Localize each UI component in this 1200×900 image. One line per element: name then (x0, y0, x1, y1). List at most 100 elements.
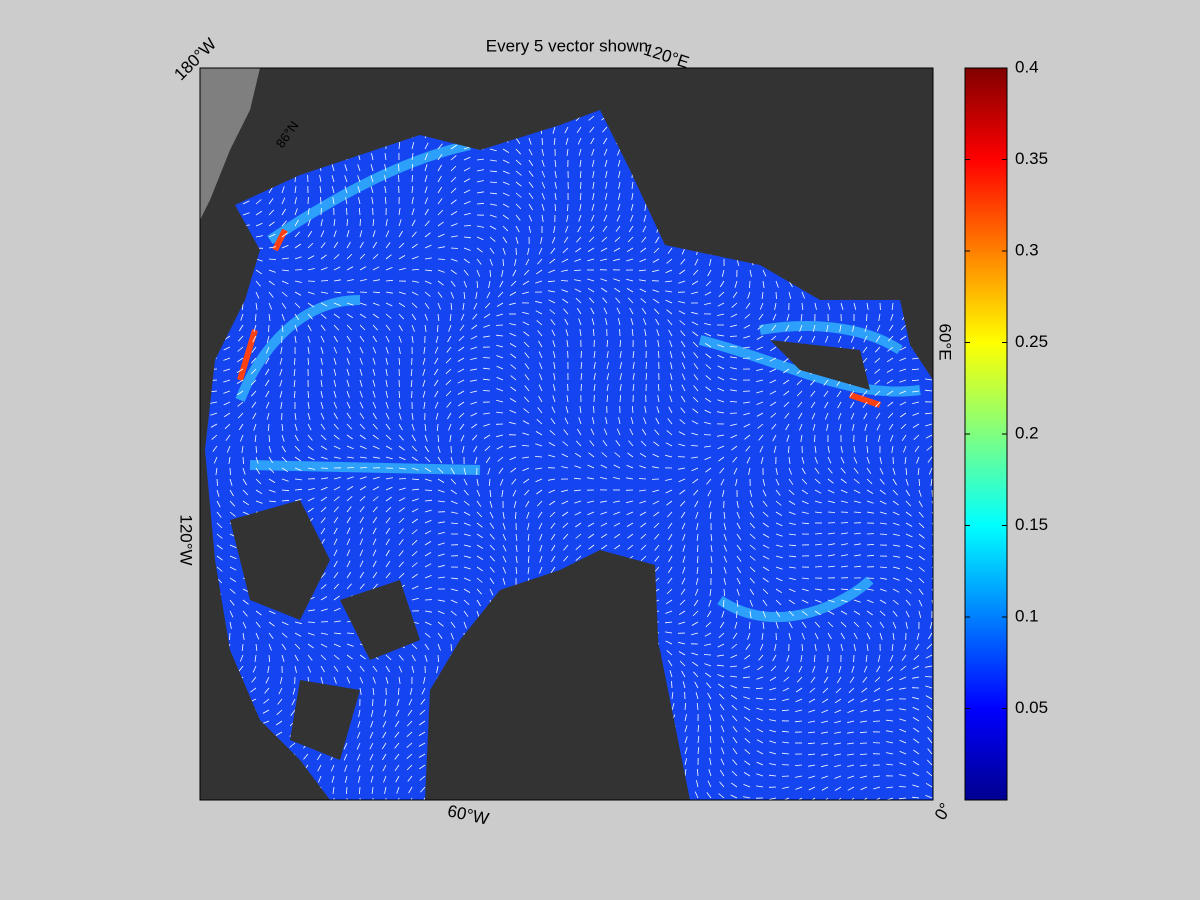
vector (691, 321, 699, 326)
vector (736, 588, 740, 596)
vector (578, 148, 582, 156)
vector (723, 544, 728, 552)
vector (696, 780, 699, 788)
vector (669, 384, 673, 392)
vector (307, 313, 313, 320)
vector (424, 291, 431, 297)
vector (398, 291, 406, 295)
vector (743, 706, 751, 711)
vector (717, 683, 725, 689)
vector (670, 362, 673, 370)
vector (550, 319, 556, 326)
vector (553, 362, 556, 370)
vector (575, 440, 582, 447)
vector (437, 445, 441, 453)
vector (281, 186, 285, 194)
vector (240, 313, 244, 321)
vector (825, 335, 829, 343)
vector (450, 478, 457, 485)
vector (745, 445, 751, 452)
vector (346, 412, 352, 420)
vector (384, 175, 387, 183)
vector (912, 760, 920, 766)
vector (927, 748, 933, 755)
vector (566, 214, 569, 222)
vector (840, 554, 848, 557)
vector (294, 280, 302, 283)
vector (333, 560, 338, 568)
vector (616, 214, 621, 222)
vector (346, 324, 353, 331)
vector (669, 395, 673, 403)
vector (474, 456, 478, 464)
vector (437, 198, 443, 205)
vector (680, 395, 686, 403)
vector (554, 192, 557, 200)
vector (346, 279, 354, 282)
vector (489, 159, 497, 162)
vector (771, 324, 777, 331)
vector (775, 522, 783, 527)
vector (265, 390, 270, 398)
vector (482, 390, 491, 392)
vector (693, 489, 699, 496)
vector (822, 687, 829, 694)
vector (381, 742, 387, 750)
vector (424, 467, 432, 472)
vector (808, 698, 816, 703)
vector (679, 269, 686, 275)
vector (679, 660, 686, 667)
vector (424, 632, 431, 638)
vector (916, 632, 920, 640)
vector (215, 467, 218, 475)
vector (913, 434, 920, 440)
vector (265, 368, 270, 376)
vector (587, 477, 595, 480)
vector (550, 566, 556, 574)
vector (639, 288, 647, 293)
vector (718, 632, 725, 638)
vector (463, 577, 471, 582)
vector (372, 266, 380, 271)
vector (509, 409, 517, 414)
vector (810, 390, 816, 397)
vector (627, 297, 634, 304)
vector (476, 258, 482, 265)
vector (606, 394, 609, 403)
vector (840, 632, 845, 640)
vector (411, 208, 415, 216)
colorbar (964, 67, 1008, 801)
vector (333, 254, 340, 260)
vector (821, 731, 829, 734)
vector (784, 335, 790, 342)
vector (602, 297, 608, 304)
vector (266, 335, 270, 343)
vector (590, 428, 595, 436)
vector (709, 258, 712, 266)
vector (618, 181, 621, 189)
vector (745, 643, 751, 650)
vector (827, 588, 836, 591)
vector (346, 368, 350, 376)
vector (606, 373, 610, 381)
vector (236, 357, 244, 363)
vector (528, 544, 530, 553)
vector (211, 434, 218, 440)
vector (242, 632, 245, 640)
vector (437, 153, 443, 161)
colorbar-tick-label: 0.3 (1015, 240, 1039, 259)
vector (827, 610, 835, 615)
vector (770, 335, 777, 341)
vector (450, 610, 457, 616)
vector (762, 478, 766, 486)
vector (459, 423, 465, 430)
vector (411, 142, 415, 150)
vector (690, 445, 699, 447)
vector (385, 357, 388, 365)
vector (320, 517, 326, 524)
vector (422, 379, 426, 387)
vector (918, 588, 924, 595)
vector (769, 357, 777, 362)
vector (515, 181, 522, 187)
vector (680, 258, 686, 265)
